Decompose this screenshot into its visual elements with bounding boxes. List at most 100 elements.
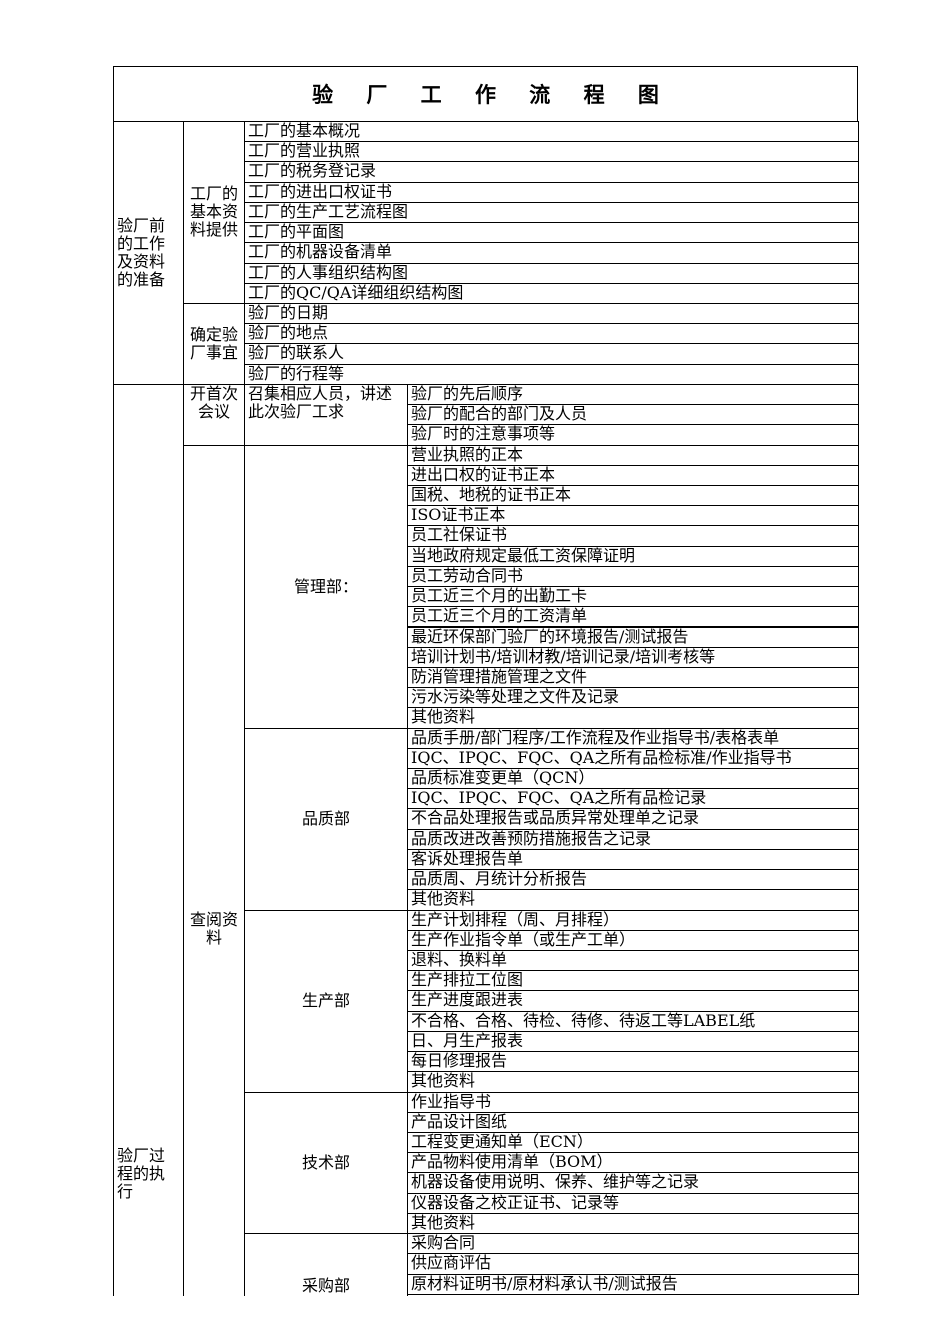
list-item: 其他资料 — [407, 889, 859, 911]
list-item: 品质周、月统计分析报告 — [407, 869, 859, 891]
list-item: 防消管理措施管理之文件 — [407, 666, 859, 689]
list-item-text: 员工社保证书 — [411, 525, 508, 545]
list-item-text: 验厂时的注意事项等 — [411, 424, 556, 444]
list-item: 不合格、合格、待检、待修、待返工等LABEL纸 — [407, 1010, 859, 1032]
department-label-text: 技术部 — [301, 1152, 350, 1172]
list-item-text: 员工劳动合同书 — [411, 565, 524, 585]
list-item: 工厂的QC/QA详细组织结构图 — [244, 282, 859, 304]
list-item-text: 品质手册/部门程序/工作流程及作业指导书/表格表单 — [411, 727, 780, 747]
list-item-text: 其他资料 — [411, 1071, 476, 1091]
list-item-text: 生产进度跟进表 — [411, 990, 524, 1010]
list-item: 验厂的地点 — [244, 323, 859, 345]
list-item: 验厂的先后顺序 — [407, 383, 859, 406]
list-item-text: 验厂的配合的部门及人员 — [411, 404, 588, 424]
list-item-text: 其他资料 — [411, 707, 476, 727]
list-item-text: ISO证书正本 — [411, 505, 506, 525]
list-item: 进出口权的证书正本 — [407, 464, 859, 486]
department-label: 管理部： — [244, 444, 408, 729]
list-item: 退料、换料单 — [407, 950, 859, 972]
group-label: 查阅资料 — [183, 444, 245, 1296]
list-item-text: 仪器设备之校正证书、记录等 — [411, 1192, 620, 1212]
list-item-text: 退料、换料单 — [411, 950, 508, 970]
list-item-text: 机器设备使用说明、保养、维护等之记录 — [411, 1172, 700, 1192]
list-item-text: 客诉处理报告单 — [411, 848, 524, 868]
meeting-description: 召集相应人员，讲述此次验厂工求 — [244, 383, 408, 446]
list-item: 每日修理报告 — [407, 1051, 859, 1073]
list-item: 验厂的配合的部门及人员 — [407, 404, 859, 426]
group-label-text: 确定验厂事宜 — [189, 324, 238, 362]
list-item-text: 工厂的QC/QA详细组织结构图 — [248, 282, 464, 302]
list-item-text: 不合格、合格、待检、待修、待返工等LABEL纸 — [411, 1010, 756, 1030]
list-item-text: 品质周、月统计分析报告 — [411, 869, 588, 889]
list-item-text: 生产排拉工位图 — [411, 970, 524, 990]
department-label-text: 生产部 — [301, 991, 350, 1011]
department-label-text: 管理部： — [293, 576, 358, 596]
flow-table: 验 厂 工 作 流 程 图 工厂的基本概况 工厂的营业执照 工厂的税务登记录 工厂的进… — [113, 66, 859, 1296]
list-item-text: 培训计划书/培训材教/培训记录/培训考核等 — [411, 646, 716, 666]
list-item: 品质标准变更单（QCN） — [407, 768, 859, 790]
list-item-text: 品质改进改善预防措施报告之记录 — [411, 828, 652, 848]
list-item: 最近环保部门验厂的环境报告/测试报告 — [407, 626, 859, 648]
meeting-description-text: 召集相应人员，讲述此次验厂工求 — [248, 383, 393, 421]
list-item-text: 防消管理措施管理之文件 — [411, 666, 588, 686]
list-item: 验厂时的注意事项等 — [407, 424, 859, 446]
list-item-text: 采购合同 — [411, 1233, 476, 1253]
list-item-text: 员工近三个月的工资清单 — [411, 606, 588, 626]
list-item: 验厂的日期 — [244, 302, 859, 325]
list-item: 生产计划排程（周、月排程） — [407, 909, 859, 931]
list-item: 工厂的生产工艺流程图 — [244, 201, 859, 224]
list-item: 工厂的人事组织结构图 — [244, 262, 859, 284]
list-item-text: 验厂的地点 — [248, 323, 329, 343]
list-item: 员工近三个月的工资清单 — [407, 606, 859, 628]
list-item: 营业执照的正本 — [407, 444, 859, 466]
list-item: 员工劳动合同书 — [407, 565, 859, 588]
list-item-text: 工厂的税务登记录 — [248, 161, 377, 181]
list-item-text: 供应商评估 — [411, 1253, 492, 1273]
list-item: 作业指导书 — [407, 1091, 859, 1113]
list-item: 机器设备使用说明、保养、维护等之记录 — [407, 1172, 859, 1194]
list-item-text: IQC、IPQC、FQC、QA之所有品检记录 — [411, 788, 707, 808]
list-item: 员工社保证书 — [407, 525, 859, 547]
list-item: 验厂的行程等 — [244, 363, 859, 385]
section-label: 验厂过程的执行 — [113, 383, 184, 1296]
section-label-text: 验厂过程的执行 — [117, 1145, 166, 1201]
list-item: 产品设计图纸 — [407, 1111, 859, 1133]
list-item-text: 工程变更通知单（ECN） — [411, 1132, 593, 1151]
list-item: 品质手册/部门程序/工作流程及作业指导书/表格表单 — [407, 727, 859, 749]
department-label: 生产部 — [244, 909, 408, 1093]
list-item-text: IQC、IPQC、FQC、QA之所有品检标准/作业指导书 — [411, 747, 792, 767]
list-item-text: 国税、地税的证书正本 — [411, 484, 572, 504]
list-item: 当地政府规定最低工资保障证明 — [407, 545, 859, 567]
list-item-text: 当地政府规定最低工资保障证明 — [411, 545, 636, 565]
list-item: 其他资料 — [407, 1212, 859, 1235]
list-item: 生产进度跟进表 — [407, 990, 859, 1012]
list-item: 日、月生产报表 — [407, 1030, 859, 1053]
list-item: 客诉处理报告单 — [407, 848, 859, 871]
list-item: 工厂的基本概况 — [244, 121, 859, 143]
list-item: 培训计划书/培训材教/培训记录/培训考核等 — [407, 646, 859, 668]
department-label: 品质部 — [244, 727, 408, 911]
group-label: 开首次会议 — [183, 383, 245, 446]
list-item: 工厂的平面图 — [244, 222, 859, 244]
list-item-text: 营业执照的正本 — [411, 444, 524, 464]
list-item: 品质改进改善预防措施报告之记录 — [407, 828, 859, 850]
page-title: 验 厂 工 作 流 程 图 — [312, 82, 672, 107]
department-label-text: 品质部 — [301, 809, 350, 829]
list-item-text: 工厂的人事组织结构图 — [248, 262, 409, 282]
list-item: 其他资料 — [407, 1071, 859, 1093]
list-item: IQC、IPQC、FQC、QA之所有品检记录 — [407, 788, 859, 810]
list-item: 国税、地税的证书正本 — [407, 484, 859, 507]
list-item-text: 工厂的基本概况 — [248, 121, 361, 140]
list-item-text: 污水污染等处理之文件及记录 — [411, 687, 620, 707]
department-label: 采购部 — [244, 1233, 408, 1296]
list-item-text: 进出口权的证书正本 — [411, 464, 556, 484]
list-item-text: 验厂的联系人 — [248, 343, 345, 363]
list-item: 仪器设备之校正证书、记录等 — [407, 1192, 859, 1214]
list-item: 产品物料使用清单（BOM） — [407, 1152, 859, 1174]
list-item-text: 品质标准变更单（QCN） — [411, 768, 595, 788]
group-label: 工厂的基本资料提供 — [183, 121, 245, 304]
list-item-text: 工厂的进出口权证书 — [248, 181, 393, 201]
list-item-text: 生产作业指令单（或生产工单） — [411, 929, 636, 949]
list-item-text: 日、月生产报表 — [411, 1030, 524, 1050]
list-item: ISO证书正本 — [407, 505, 859, 527]
